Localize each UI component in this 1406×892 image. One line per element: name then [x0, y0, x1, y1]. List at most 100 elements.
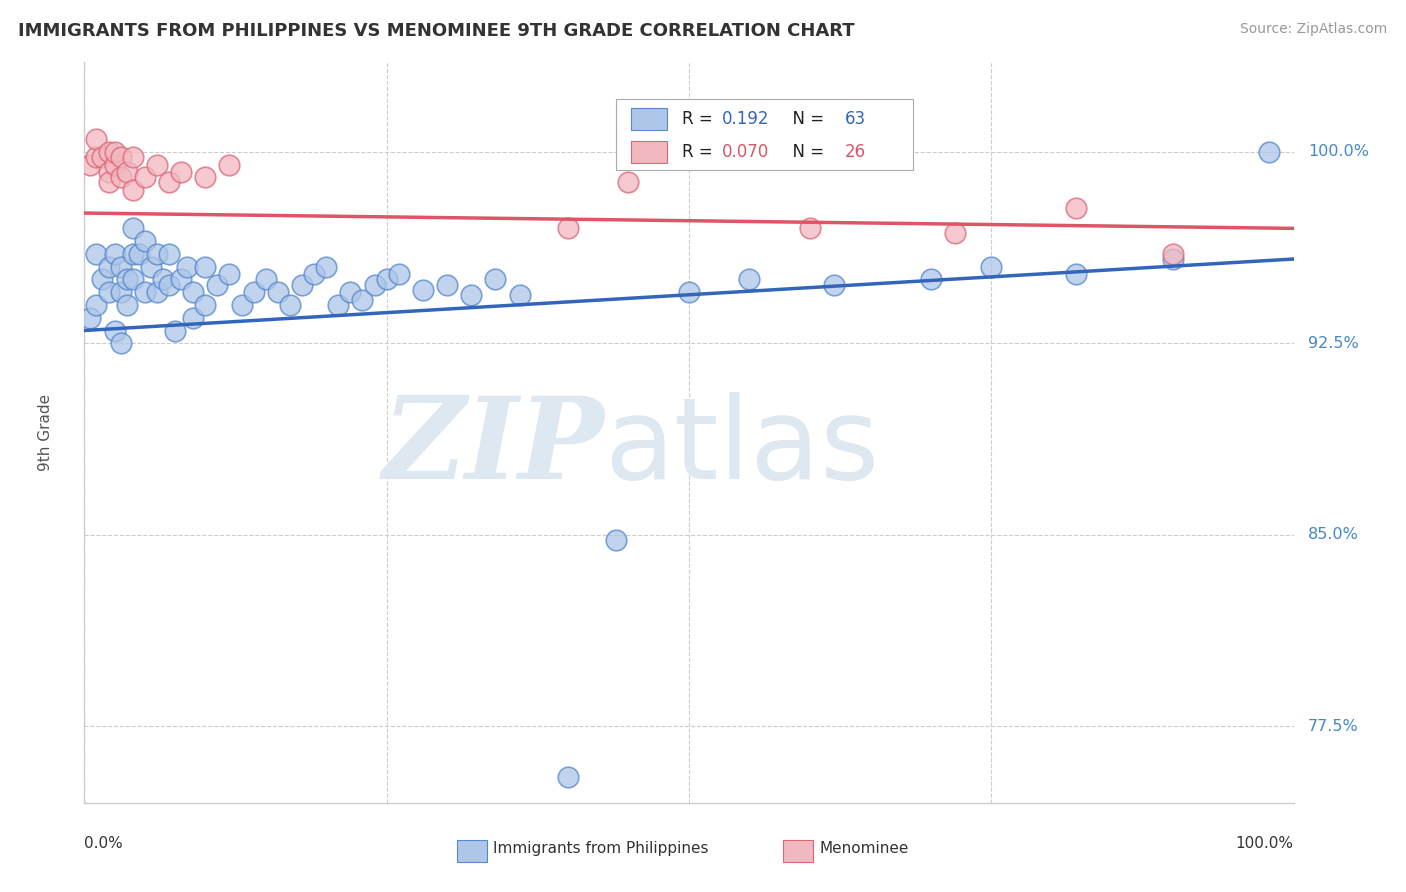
Point	[315, 260, 337, 274]
Point	[97, 285, 120, 300]
Point	[110, 336, 132, 351]
Point	[86, 132, 108, 146]
Point	[104, 157, 127, 171]
Text: Menominee: Menominee	[820, 841, 908, 856]
Point	[943, 227, 966, 241]
Point	[1161, 247, 1184, 261]
Point	[557, 770, 579, 784]
Point	[194, 260, 217, 274]
Point	[128, 247, 150, 261]
Text: 92.5%: 92.5%	[1308, 335, 1358, 351]
Point	[176, 260, 198, 274]
Point	[218, 268, 240, 282]
Point	[86, 150, 108, 164]
Point	[170, 272, 193, 286]
Point	[121, 272, 143, 286]
Text: Source: ZipAtlas.com: Source: ZipAtlas.com	[1240, 22, 1388, 37]
Point	[1258, 145, 1281, 159]
Point	[484, 272, 506, 286]
Text: 77.5%: 77.5%	[1308, 719, 1358, 734]
Point	[412, 283, 434, 297]
Point	[738, 272, 761, 286]
Point	[194, 298, 217, 312]
Point	[799, 221, 821, 235]
Point	[1161, 252, 1184, 266]
Point	[91, 272, 114, 286]
Point	[97, 165, 120, 179]
Point	[146, 247, 169, 261]
Point	[134, 234, 156, 248]
Point	[181, 285, 204, 300]
Point	[509, 287, 531, 301]
Point	[104, 324, 127, 338]
Text: 100.0%: 100.0%	[1236, 836, 1294, 851]
Point	[115, 165, 138, 179]
Bar	[616, 99, 912, 169]
Text: 63: 63	[845, 110, 866, 128]
Point	[678, 285, 700, 300]
Point	[302, 268, 325, 282]
Point	[242, 285, 264, 300]
Point	[79, 310, 101, 325]
Text: ZIP: ZIP	[382, 392, 605, 503]
Point	[86, 247, 108, 261]
Bar	[631, 141, 668, 163]
Point	[157, 247, 180, 261]
Point	[375, 272, 398, 286]
Point	[97, 176, 120, 190]
Point	[181, 310, 204, 325]
Point	[121, 247, 143, 261]
Text: 100.0%: 100.0%	[1308, 145, 1369, 160]
Point	[339, 285, 361, 300]
Point	[557, 221, 579, 235]
Text: R =: R =	[682, 144, 717, 161]
Point	[157, 176, 180, 190]
Point	[97, 260, 120, 274]
Point	[460, 287, 482, 301]
Point	[110, 170, 132, 185]
Point	[278, 298, 301, 312]
Point	[146, 157, 169, 171]
Text: 0.070: 0.070	[721, 144, 769, 161]
Point	[170, 165, 193, 179]
Point	[91, 150, 114, 164]
Point	[165, 324, 187, 338]
Text: 9th Grade: 9th Grade	[38, 394, 53, 471]
Text: 0.0%: 0.0%	[84, 836, 124, 851]
Text: N =: N =	[782, 110, 830, 128]
Point	[115, 298, 138, 312]
Point	[134, 285, 156, 300]
Text: IMMIGRANTS FROM PHILIPPINES VS MENOMINEE 9TH GRADE CORRELATION CHART: IMMIGRANTS FROM PHILIPPINES VS MENOMINEE…	[18, 22, 855, 40]
Bar	[783, 840, 814, 862]
Point	[218, 157, 240, 171]
Point	[86, 298, 108, 312]
Point	[363, 277, 385, 292]
Point	[79, 157, 101, 171]
Point	[115, 272, 138, 286]
Point	[121, 221, 143, 235]
Point	[157, 277, 180, 292]
Point	[194, 170, 217, 185]
Point	[291, 277, 314, 292]
Point	[1064, 201, 1087, 215]
Point	[352, 293, 374, 307]
Point	[121, 183, 143, 197]
Point	[110, 150, 132, 164]
Point	[97, 145, 120, 159]
Point	[436, 277, 458, 292]
Bar	[457, 840, 486, 862]
Text: Immigrants from Philippines: Immigrants from Philippines	[494, 841, 709, 856]
Point	[1064, 268, 1087, 282]
Point	[152, 272, 174, 286]
Text: 0.192: 0.192	[721, 110, 769, 128]
Point	[139, 260, 162, 274]
Bar	[631, 108, 668, 130]
Point	[617, 176, 640, 190]
Point	[388, 268, 411, 282]
Point	[605, 533, 627, 547]
Text: 85.0%: 85.0%	[1308, 527, 1360, 542]
Point	[146, 285, 169, 300]
Point	[134, 170, 156, 185]
Point	[110, 260, 132, 274]
Point	[110, 285, 132, 300]
